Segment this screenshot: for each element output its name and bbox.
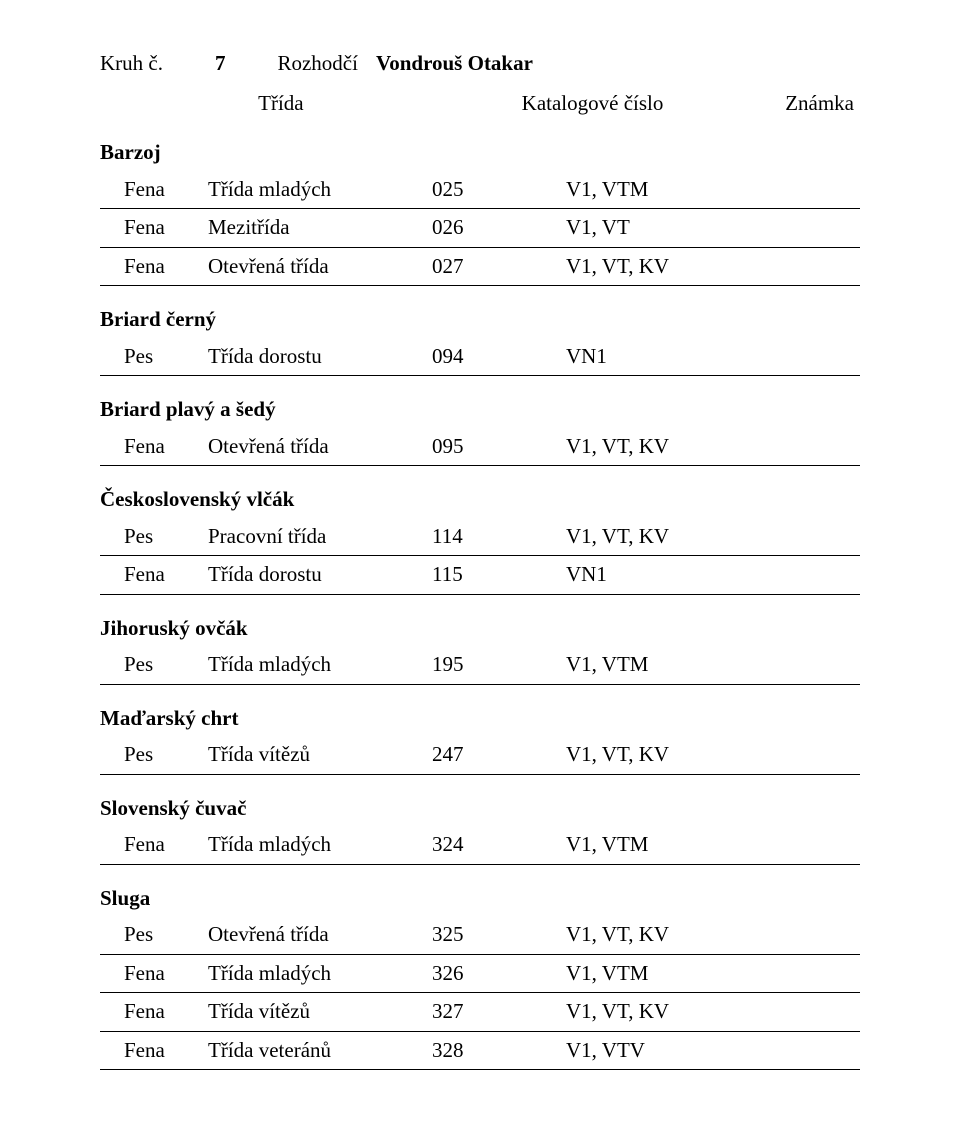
table-row: PesPracovní třída114V1, VT, KV xyxy=(100,518,860,556)
sex-cell: Pes xyxy=(100,736,206,774)
sex-cell: Fena xyxy=(100,826,206,864)
sex-cell: Fena xyxy=(100,171,206,209)
table-row: PesTřída dorostu094VN1 xyxy=(100,338,860,376)
catalog-cell: 094 xyxy=(430,338,564,376)
header-catalog: Katalogové číslo xyxy=(522,88,786,120)
sex-cell: Pes xyxy=(100,338,206,376)
class-cell: Třída vítězů xyxy=(206,736,430,774)
sex-cell: Fena xyxy=(100,954,206,993)
sex-cell: Fena xyxy=(100,247,206,286)
entries-table: FenaTřída mladých025V1, VTMFenaMezitřída… xyxy=(100,171,860,287)
catalog-cell: 027 xyxy=(430,247,564,286)
mark-cell: VN1 xyxy=(564,338,860,376)
table-row: PesTřída vítězů247V1, VT, KV xyxy=(100,736,860,774)
class-cell: Třída dorostu xyxy=(206,556,430,595)
sex-cell: Fena xyxy=(100,428,206,466)
judge-label: Rozhodčí xyxy=(237,48,357,80)
mark-cell: V1, VTV xyxy=(564,1031,860,1070)
page: Kruh č. 7 Rozhodčí Vondrouš Otakar Třída… xyxy=(0,0,960,1134)
sex-cell: Pes xyxy=(100,518,206,556)
mark-cell: V1, VTM xyxy=(564,171,860,209)
class-cell: Třída mladých xyxy=(206,646,430,684)
catalog-cell: 025 xyxy=(430,171,564,209)
mark-cell: V1, VT, KV xyxy=(564,247,860,286)
mark-cell: V1, VT, KV xyxy=(564,428,860,466)
header-mark: Známka xyxy=(785,88,860,120)
top-line: Kruh č. 7 Rozhodčí Vondrouš Otakar xyxy=(100,48,860,80)
breed-heading: Sluga xyxy=(100,883,860,915)
class-cell: Třída veteránů xyxy=(206,1031,430,1070)
column-header-row: Třída Katalogové číslo Známka xyxy=(100,88,860,120)
table-row: FenaTřída vítězů327V1, VT, KV xyxy=(100,993,860,1032)
mark-cell: V1, VT, KV xyxy=(564,993,860,1032)
entries-table: FenaOtevřená třída095V1, VT, KV xyxy=(100,428,860,467)
mark-cell: V1, VT xyxy=(564,209,860,248)
class-cell: Pracovní třída xyxy=(206,518,430,556)
class-cell: Mezitřída xyxy=(206,209,430,248)
table-row: FenaTřída mladých324V1, VTM xyxy=(100,826,860,864)
ring-label: Kruh č. xyxy=(100,48,163,80)
header-empty xyxy=(100,88,258,120)
breed-heading: Jihoruský ovčák xyxy=(100,613,860,645)
table-row: FenaOtevřená třída027V1, VT, KV xyxy=(100,247,860,286)
sex-cell: Pes xyxy=(100,646,206,684)
entries-table: PesOtevřená třída325V1, VT, KVFenaTřída … xyxy=(100,916,860,1070)
catalog-cell: 114 xyxy=(430,518,564,556)
ring-number: 7 xyxy=(175,48,226,80)
header-class: Třída xyxy=(258,88,522,120)
sex-cell: Fena xyxy=(100,1031,206,1070)
table-row: FenaTřída mladých326V1, VTM xyxy=(100,954,860,993)
class-cell: Otevřená třída xyxy=(206,247,430,286)
catalog-cell: 026 xyxy=(430,209,564,248)
mark-cell: V1, VT, KV xyxy=(564,736,860,774)
mark-cell: V1, VT, KV xyxy=(564,518,860,556)
breed-heading: Československý vlčák xyxy=(100,484,860,516)
breed-heading: Barzoj xyxy=(100,137,860,169)
sections-container: BarzojFenaTřída mladých025V1, VTMFenaMez… xyxy=(100,137,860,1070)
table-row: FenaTřída veteránů328V1, VTV xyxy=(100,1031,860,1070)
catalog-cell: 247 xyxy=(430,736,564,774)
catalog-cell: 326 xyxy=(430,954,564,993)
sex-cell: Fena xyxy=(100,209,206,248)
catalog-cell: 328 xyxy=(430,1031,564,1070)
class-cell: Otevřená třída xyxy=(206,428,430,466)
mark-cell: V1, VTM xyxy=(564,646,860,684)
sex-cell: Fena xyxy=(100,556,206,595)
catalog-cell: 324 xyxy=(430,826,564,864)
mark-cell: V1, VT, KV xyxy=(564,916,860,954)
entries-table: FenaTřída mladých324V1, VTM xyxy=(100,826,860,865)
table-row: FenaMezitřída026V1, VT xyxy=(100,209,860,248)
entries-table: PesPracovní třída114V1, VT, KVFenaTřída … xyxy=(100,518,860,595)
breed-heading: Maďarský chrt xyxy=(100,703,860,735)
breed-heading: Briard plavý a šedý xyxy=(100,394,860,426)
entries-table: PesTřída dorostu094VN1 xyxy=(100,338,860,377)
entries-table: PesTřída vítězů247V1, VT, KV xyxy=(100,736,860,775)
mark-cell: VN1 xyxy=(564,556,860,595)
table-row: PesOtevřená třída325V1, VT, KV xyxy=(100,916,860,954)
class-cell: Třída mladých xyxy=(206,171,430,209)
class-cell: Otevřená třída xyxy=(206,916,430,954)
table-row: FenaOtevřená třída095V1, VT, KV xyxy=(100,428,860,466)
breed-heading: Slovenský čuvač xyxy=(100,793,860,825)
class-cell: Třída mladých xyxy=(206,954,430,993)
catalog-cell: 327 xyxy=(430,993,564,1032)
entries-table: PesTřída mladých195V1, VTM xyxy=(100,646,860,685)
mark-cell: V1, VTM xyxy=(564,954,860,993)
breed-heading: Briard černý xyxy=(100,304,860,336)
table-row: PesTřída mladých195V1, VTM xyxy=(100,646,860,684)
catalog-cell: 195 xyxy=(430,646,564,684)
table-row: FenaTřída dorostu115VN1 xyxy=(100,556,860,595)
sex-cell: Fena xyxy=(100,993,206,1032)
class-cell: Třída vítězů xyxy=(206,993,430,1032)
sex-cell: Pes xyxy=(100,916,206,954)
mark-cell: V1, VTM xyxy=(564,826,860,864)
judge-name: Vondrouš Otakar xyxy=(370,48,533,80)
catalog-cell: 115 xyxy=(430,556,564,595)
class-cell: Třída mladých xyxy=(206,826,430,864)
catalog-cell: 325 xyxy=(430,916,564,954)
table-row: FenaTřída mladých025V1, VTM xyxy=(100,171,860,209)
class-cell: Třída dorostu xyxy=(206,338,430,376)
catalog-cell: 095 xyxy=(430,428,564,466)
